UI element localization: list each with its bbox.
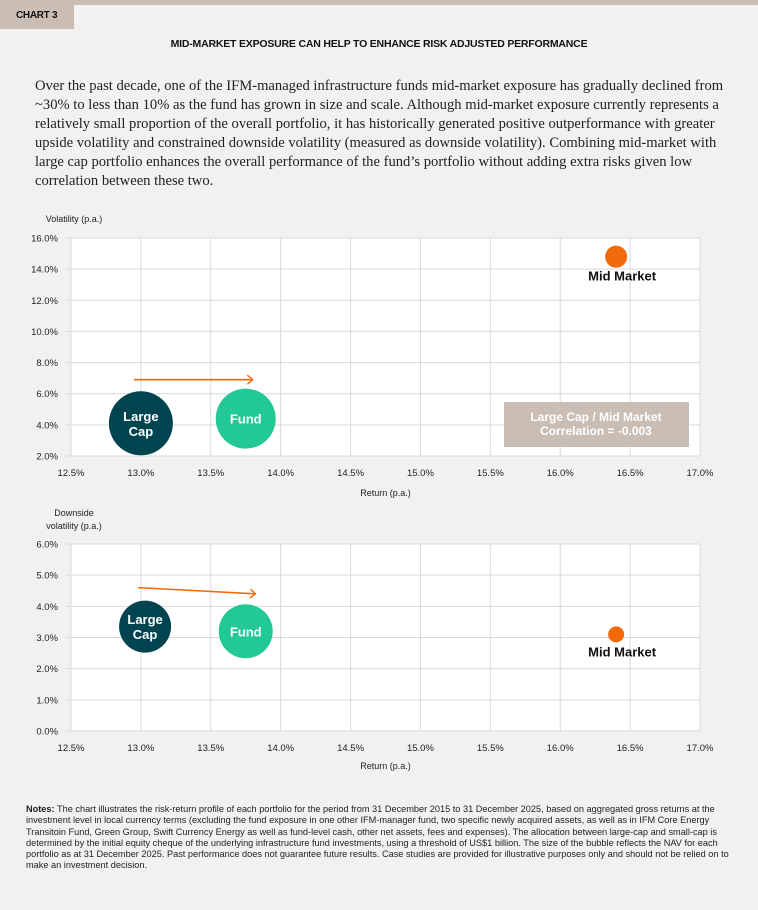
annotation-box xyxy=(504,402,689,447)
y-axis-label: Volatility (p.a.) xyxy=(46,214,103,224)
x-tick-label: 14.5% xyxy=(337,743,364,754)
intro-paragraph: Over the past decade, one of the IFM-man… xyxy=(35,78,724,189)
bubble-label: Fund xyxy=(230,624,262,639)
bubble-large-cap-marker xyxy=(108,391,173,456)
bubble-fund-marker xyxy=(215,388,276,449)
y-tick-label: 16.0% xyxy=(31,234,58,245)
x-axis-label: Return (p.a.) xyxy=(360,488,411,498)
bubble-mid-market-marker xyxy=(605,245,628,268)
y-tick-label: 2.0% xyxy=(36,664,58,675)
y-tick-label: 6.0% xyxy=(36,389,58,400)
y-tick-label: 12.0% xyxy=(31,296,58,307)
y-axis-label: volatility (p.a.) xyxy=(46,521,102,531)
x-tick-label: 14.0% xyxy=(267,468,294,479)
chart-tag: CHART 3 xyxy=(0,5,74,29)
x-tick-label: 14.5% xyxy=(337,468,364,479)
arrow-head xyxy=(249,588,257,599)
arrow-line xyxy=(138,586,256,595)
bubble-mid-market-marker xyxy=(608,626,625,643)
chart-1: 12.5% 13.0% 13.5% 14.0% 14.5% 15.0% 15.5% 16.0%… xyxy=(31,214,714,498)
x-tick-label: 14.0% xyxy=(267,743,294,754)
arrow-head xyxy=(246,374,254,385)
x-tick-label: 17.0% xyxy=(687,743,714,754)
x-tick-label: 13.0% xyxy=(127,743,154,754)
annotation-text: Large Cap / Mid Market xyxy=(530,410,661,424)
bubble-label: Fund xyxy=(230,412,262,427)
arrow xyxy=(133,374,254,385)
y-tick-label: 2.0% xyxy=(36,452,58,463)
x-tick-label: 16.0% xyxy=(547,468,574,479)
y-axis-label: Downside xyxy=(54,508,94,518)
x-tick-label: 13.5% xyxy=(197,468,224,479)
y-tick-label: 0.0% xyxy=(36,727,58,738)
bubble-mid-market: Mid Market xyxy=(588,626,657,659)
y-tick-label: 10.0% xyxy=(31,327,58,338)
y-tick-label: 8.0% xyxy=(36,358,58,369)
bubble-fund: Fund xyxy=(218,604,273,659)
x-tick-label: 13.5% xyxy=(197,743,224,754)
bubble-label: Large xyxy=(127,612,162,627)
x-tick-label: 15.5% xyxy=(477,743,504,754)
x-tick-label: 15.0% xyxy=(407,743,434,754)
y-tick-label: 4.0% xyxy=(36,420,58,431)
x-tick-label: 15.5% xyxy=(477,468,504,479)
chart-title: MID-MARKET EXPOSURE CAN HELP TO ENHANCE … xyxy=(170,38,588,50)
chart-2: 12.5% 13.0% 13.5% 14.0% 14.5% 15.0% 15.5% 16.0%… xyxy=(36,508,714,771)
bubble-label: Cap xyxy=(133,627,158,642)
x-tick-label: 13.0% xyxy=(127,468,154,479)
bubble-label: Mid Market xyxy=(588,644,657,659)
notes: Notes: The chart illustrates the risk-re… xyxy=(26,804,736,872)
bubble-label: Large xyxy=(123,409,158,424)
top-bar xyxy=(0,0,758,5)
bubble-fund: Fund xyxy=(215,388,276,449)
arrow xyxy=(138,586,257,599)
y-tick-label: 6.0% xyxy=(36,540,58,551)
bubble-large-cap-marker xyxy=(119,600,172,653)
y-tick-label: 5.0% xyxy=(36,571,58,582)
x-tick-label: 15.0% xyxy=(407,468,434,479)
x-tick-label: 16.5% xyxy=(617,468,644,479)
x-tick-label: 12.5% xyxy=(58,743,85,754)
bubble-label: Cap xyxy=(129,424,154,439)
x-tick-label: 17.0% xyxy=(687,468,714,479)
bubble-fund-marker xyxy=(218,604,273,659)
x-tick-label: 16.0% xyxy=(547,743,574,754)
notes-label: Notes: xyxy=(26,804,55,814)
annotation-text: Correlation = -0.003 xyxy=(540,424,652,438)
x-tick-label: 16.5% xyxy=(617,743,644,754)
notes-text: The chart illustrates the risk-return pr… xyxy=(26,804,729,871)
y-tick-label: 1.0% xyxy=(36,695,58,706)
y-tick-label: 3.0% xyxy=(36,633,58,644)
bubble-label: Mid Market xyxy=(588,269,657,284)
x-tick-label: 12.5% xyxy=(58,468,85,479)
bubble-mid-market: Mid Market xyxy=(588,245,657,284)
y-tick-label: 14.0% xyxy=(31,265,58,276)
x-axis-label: Return (p.a.) xyxy=(360,761,411,771)
y-tick-label: 4.0% xyxy=(36,602,58,613)
